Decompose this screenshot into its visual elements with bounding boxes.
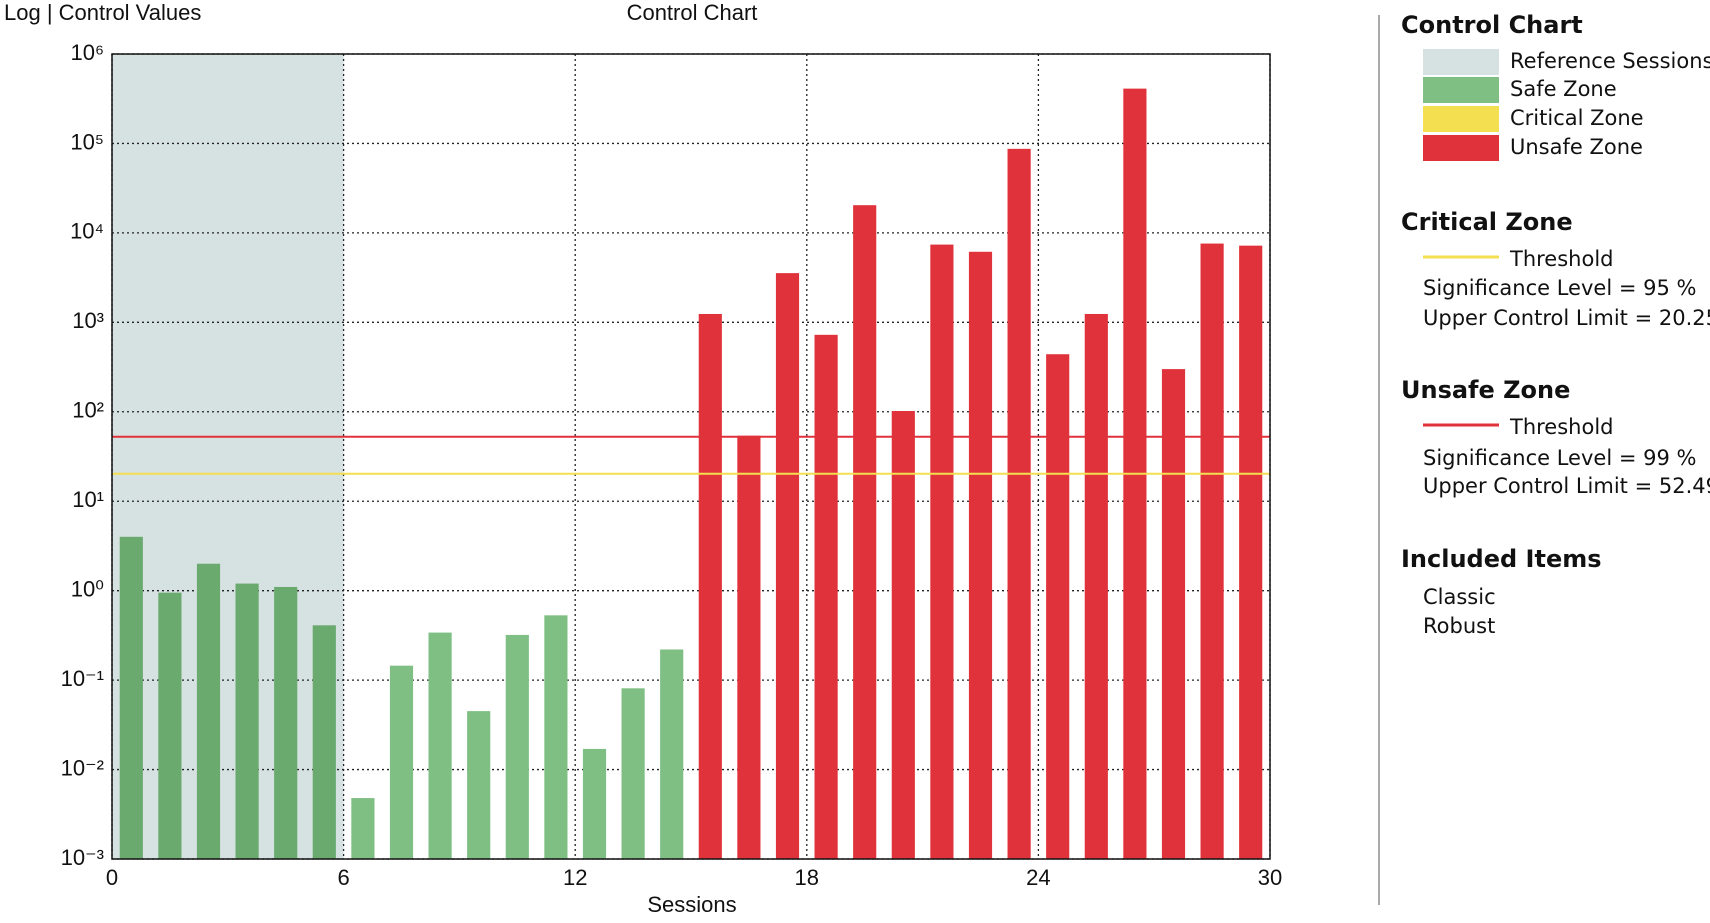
bar xyxy=(737,435,761,859)
y-tick-label: 10⁵ xyxy=(70,129,104,154)
bar xyxy=(582,748,607,859)
bar xyxy=(235,583,259,859)
x-tick-label: 24 xyxy=(1026,865,1050,890)
bar xyxy=(351,798,375,859)
x-axis-label: Sessions xyxy=(647,892,736,917)
y-tick-label: 10³ xyxy=(72,308,104,333)
bar xyxy=(544,615,568,859)
legend-label: Critical Zone xyxy=(1510,106,1644,130)
legend-title: Control Chart xyxy=(1401,11,1583,39)
reference-region xyxy=(112,54,344,859)
bar xyxy=(698,313,722,859)
bar xyxy=(891,411,915,859)
y-tick-label: 10⁰ xyxy=(71,576,104,601)
critical-ucl: Upper Control Limit = 20.254 xyxy=(1423,306,1710,330)
bar xyxy=(930,244,954,859)
bar xyxy=(775,273,800,859)
y-tick-label: 10² xyxy=(72,398,104,423)
legend-label: Unsafe Zone xyxy=(1510,135,1643,159)
critical-threshold: Threshold xyxy=(1509,247,1614,271)
legend-swatch xyxy=(1423,77,1499,103)
x-tick-label: 18 xyxy=(795,865,819,890)
y-tick-label: 10¹ xyxy=(72,487,104,512)
unsafe-significance: Significance Level = 99 % xyxy=(1423,446,1696,470)
bar xyxy=(389,665,414,859)
included-title: Included Items xyxy=(1401,545,1602,573)
bar xyxy=(505,634,529,859)
unsafe-ucl: Upper Control Limit = 52.499 xyxy=(1423,474,1710,498)
y-tick-label: 10⁶ xyxy=(70,40,104,65)
critical-significance: Significance Level = 95 % xyxy=(1423,276,1696,300)
bar xyxy=(853,205,877,859)
bar xyxy=(196,563,221,859)
bar xyxy=(1161,369,1186,859)
bar xyxy=(660,649,684,859)
bar xyxy=(467,711,491,859)
legend-swatch xyxy=(1423,106,1499,132)
y-tick-label: 10⁻¹ xyxy=(61,666,104,691)
bar xyxy=(1239,245,1263,859)
bar xyxy=(312,625,336,859)
x-tick-label: 6 xyxy=(337,865,349,890)
x-tick-label: 0 xyxy=(106,865,118,890)
legend-swatch xyxy=(1423,49,1499,75)
bar xyxy=(428,632,452,859)
x-tick-label: 30 xyxy=(1258,865,1282,890)
included-item: Classic xyxy=(1423,585,1496,609)
bar xyxy=(119,536,143,859)
bar xyxy=(1007,148,1031,859)
bar xyxy=(621,688,645,859)
bar xyxy=(1084,313,1108,859)
bar xyxy=(814,334,838,859)
chart-title: Control Chart xyxy=(627,0,758,25)
plot-frame xyxy=(111,53,1271,860)
bar xyxy=(274,586,298,859)
included-item: Robust xyxy=(1423,614,1495,638)
y-tick-label: 10⁻³ xyxy=(61,845,104,870)
bar xyxy=(1046,354,1070,859)
legend-label: Reference Sessions xyxy=(1510,49,1710,73)
legend-swatch xyxy=(1423,135,1499,161)
y-tick-label: 10⁻² xyxy=(61,755,104,780)
critical-title: Critical Zone xyxy=(1401,208,1573,236)
x-tick-label: 12 xyxy=(563,865,587,890)
y-axis-label: Log | Control Values xyxy=(4,0,201,25)
y-tick-label: 10⁴ xyxy=(70,219,104,244)
bar xyxy=(1200,243,1224,860)
unsafe-threshold: Threshold xyxy=(1509,415,1614,439)
bar xyxy=(158,592,182,859)
unsafe-title: Unsafe Zone xyxy=(1401,376,1570,404)
legend-label: Safe Zone xyxy=(1510,77,1617,101)
bar xyxy=(968,251,993,860)
